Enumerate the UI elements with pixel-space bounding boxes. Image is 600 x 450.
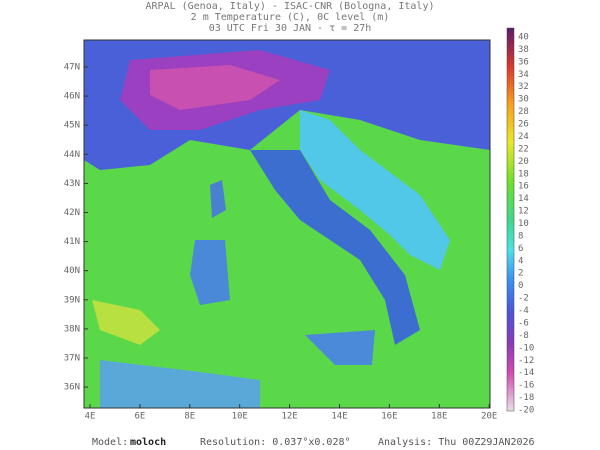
map-area bbox=[83, 39, 491, 409]
lat-label: 43N bbox=[64, 179, 80, 189]
colorbar-label: 0 bbox=[518, 281, 523, 291]
colorbar-label: 34 bbox=[518, 70, 529, 80]
lat-label: 42N bbox=[64, 208, 80, 218]
colorbar-label: -10 bbox=[518, 343, 534, 353]
colorbar-label: 8 bbox=[518, 231, 523, 241]
subtitle-line: 03 UTC Fri 30 JAN - τ = 27h bbox=[209, 23, 372, 34]
colorbar-label: 12 bbox=[518, 207, 529, 217]
colorbar-label: 26 bbox=[518, 120, 529, 130]
lat-label: 41N bbox=[64, 237, 80, 247]
colorbar-label: -16 bbox=[518, 381, 534, 391]
lat-label: 36N bbox=[64, 383, 80, 393]
footer-resolution: Resolution: 0.037°x0.028° bbox=[200, 437, 351, 448]
footer-model-label: Model: bbox=[92, 437, 128, 448]
colorbar-label: 6 bbox=[518, 244, 523, 254]
lon-label: 20E bbox=[481, 412, 497, 422]
lat-label: 45N bbox=[64, 121, 80, 131]
sicily bbox=[305, 330, 375, 365]
map-frame bbox=[83, 39, 491, 409]
colorbar-label: -14 bbox=[518, 368, 534, 378]
title-line: ARPAL (Genoa, Italy) - ISAC-CNR (Bologna… bbox=[146, 1, 435, 12]
footer-model-value: moloch bbox=[130, 437, 166, 448]
lat-label: 37N bbox=[64, 354, 80, 364]
corsica bbox=[210, 180, 226, 218]
colorbar-label: 20 bbox=[518, 157, 529, 167]
lon-label: 14E bbox=[331, 412, 347, 422]
lat-label: 47N bbox=[64, 63, 80, 73]
colorbar-label: 32 bbox=[518, 82, 529, 92]
alps-coldest bbox=[150, 65, 280, 110]
lat-label: 40N bbox=[64, 266, 80, 276]
colorbar-label: 18 bbox=[518, 169, 529, 179]
lon-label: 4E bbox=[85, 412, 96, 422]
subtitle-line: 2 m Temperature (C), 0C level (m) bbox=[191, 12, 390, 23]
colorbar-label: -2 bbox=[518, 294, 529, 304]
colorbar-label: 14 bbox=[518, 194, 529, 204]
lat-label: 38N bbox=[64, 324, 80, 334]
africa-coast bbox=[100, 360, 260, 408]
colorbar-label: -18 bbox=[518, 393, 534, 403]
lat-label: 46N bbox=[64, 92, 80, 102]
adriatic bbox=[300, 110, 450, 270]
colorbar-label: -8 bbox=[518, 331, 529, 341]
colorbar-label: 16 bbox=[518, 182, 529, 192]
colorbar-label: -20 bbox=[518, 406, 534, 416]
colorbar bbox=[506, 27, 515, 412]
warm-patch bbox=[92, 300, 160, 345]
lon-label: 6E bbox=[134, 412, 145, 422]
colorbar-label: 36 bbox=[518, 57, 529, 67]
colorbar-label: 4 bbox=[518, 256, 523, 266]
footer-analysis: Analysis: Thu 00Z29JAN2026 bbox=[378, 437, 535, 448]
colorbar-label: 38 bbox=[518, 45, 529, 55]
colorbar-label: 28 bbox=[518, 107, 529, 117]
lat-label: 44N bbox=[64, 150, 80, 160]
sardinia bbox=[190, 240, 230, 305]
colorbar-label: 10 bbox=[518, 219, 529, 229]
lon-label: 16E bbox=[381, 412, 397, 422]
lon-label: 12E bbox=[281, 412, 297, 422]
colorbar-label: 30 bbox=[518, 95, 529, 105]
lon-label: 8E bbox=[184, 412, 195, 422]
colorbar-label: 40 bbox=[518, 33, 529, 43]
colorbar-label: -6 bbox=[518, 318, 529, 328]
colorbar-label: -12 bbox=[518, 356, 534, 366]
colorbar-label: 22 bbox=[518, 144, 529, 154]
peninsula bbox=[250, 150, 420, 345]
colorbar-label: -4 bbox=[518, 306, 529, 316]
colorbar-label: 24 bbox=[518, 132, 529, 142]
colorbar-label: 2 bbox=[518, 269, 523, 279]
lat-label: 39N bbox=[64, 295, 80, 305]
lon-label: 10E bbox=[232, 412, 248, 422]
lon-label: 18E bbox=[431, 412, 447, 422]
